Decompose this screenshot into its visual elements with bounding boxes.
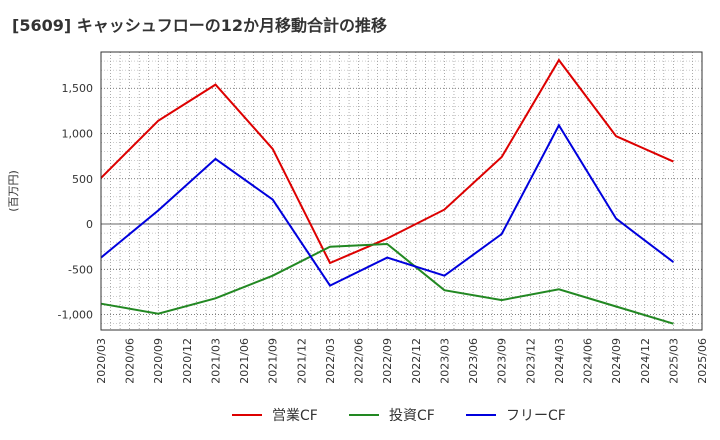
x-tick-label: 2023/09 (496, 338, 509, 384)
plot-frame (100, 51, 703, 331)
x-tick-label: 2023/06 (467, 338, 480, 384)
y-tick-label: -1,000 (58, 309, 93, 322)
chart-title: [5609] キャッシュフローの12か月移動合計の推移 (12, 16, 387, 35)
x-tick-label: 2021/03 (209, 338, 222, 384)
x-tick-label: 2023/03 (438, 338, 451, 384)
x-tick-label: 2024/09 (610, 338, 623, 384)
x-tick-label: 2024/03 (553, 338, 566, 384)
x-tick-label: 2021/06 (238, 338, 251, 384)
x-tick-label: 2024/12 (639, 338, 652, 384)
x-tick-label: 2022/12 (410, 338, 423, 384)
x-tick-label: 2025/06 (696, 338, 709, 384)
legend: 営業CF 投資CF フリーCF (232, 408, 566, 424)
axis-labels: -1,000 -500 0 500 1,000 1,500 (百万円) 2020/03 2020… (7, 82, 709, 383)
y-tick-label: 1,500 (62, 82, 94, 95)
x-tick-label: 2022/06 (353, 338, 366, 384)
x-tick-label: 2021/12 (295, 338, 308, 384)
x-tick-label: 2020/12 (181, 338, 194, 384)
y-axis-label: (百万円) (7, 170, 20, 212)
series-line (100, 123, 675, 287)
x-tick-label: 2022/03 (324, 338, 337, 384)
legend-label: 営業CF (272, 408, 318, 424)
x-tick-label: 2020/06 (124, 338, 137, 384)
y-tick-label: 1,000 (62, 127, 94, 140)
x-tick-label: 2022/09 (381, 338, 394, 384)
series-line (100, 242, 674, 325)
series-lines (100, 58, 675, 325)
x-tick-label: 2025/03 (667, 338, 680, 384)
y-tick-label: 500 (72, 173, 93, 186)
x-tick-label: 2020/03 (95, 338, 108, 384)
x-tick-label: 2024/06 (582, 338, 595, 384)
legend-label: 投資CF (389, 408, 435, 424)
y-tick-label: 0 (86, 218, 93, 231)
x-tick-label: 2020/09 (152, 338, 165, 384)
x-tick-label: 2021/09 (267, 338, 280, 384)
legend-label: フリーCF (506, 408, 566, 424)
y-tick-label: -500 (68, 263, 93, 276)
series-line (100, 58, 674, 265)
grid (101, 52, 702, 330)
x-tick-label: 2023/12 (524, 338, 537, 384)
